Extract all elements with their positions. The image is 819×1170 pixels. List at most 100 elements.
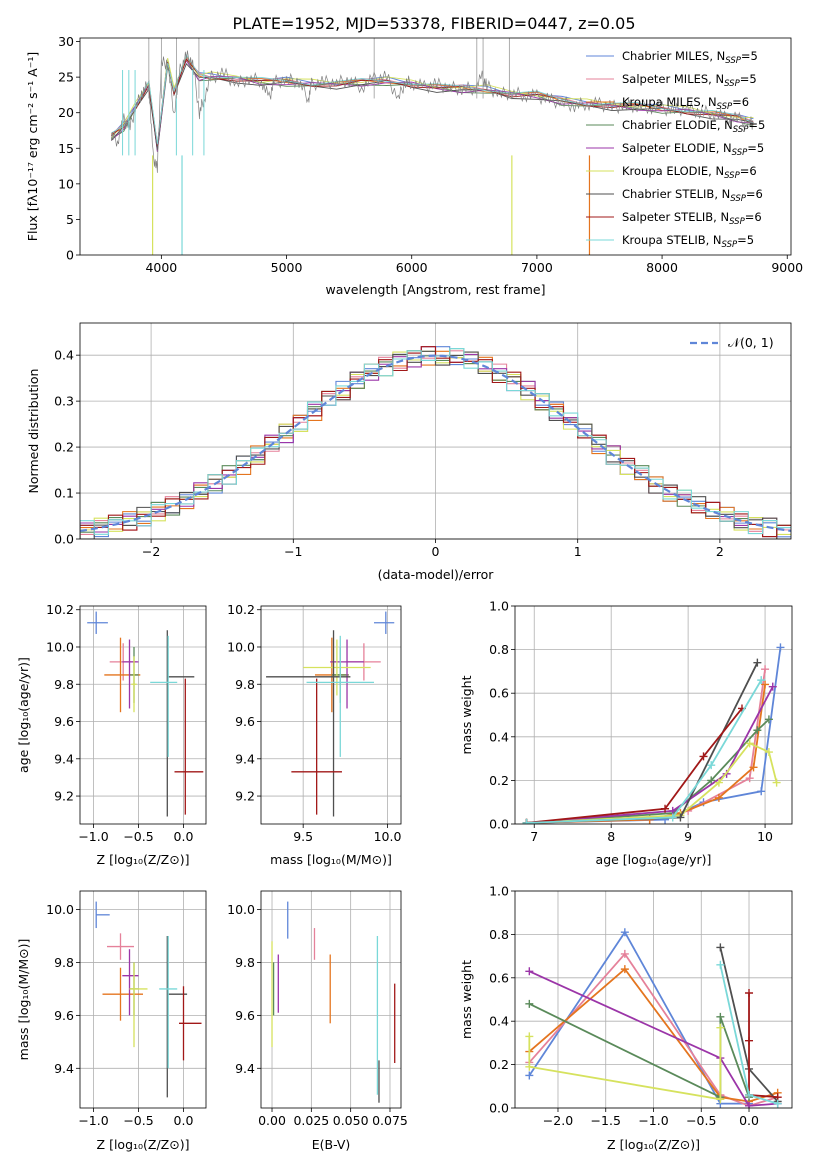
x-tick-label: 2 — [716, 544, 724, 559]
y-tick-label: 10.0 — [46, 639, 74, 654]
y-axis-label: mass weight — [459, 675, 474, 754]
figure-title: PLATE=1952, MJD=53378, FIBERID=0447, z=0… — [232, 14, 635, 33]
y-tick-label: 0.2 — [489, 773, 509, 788]
weight-marker — [745, 1101, 754, 1108]
y-tick-label: 25 — [58, 70, 74, 85]
legend-label: Salpeter ELODIE, NSSP=5 — [622, 141, 764, 158]
legend-label: Kroupa MILES, NSSP=6 — [622, 95, 749, 112]
weight-marker — [699, 752, 708, 761]
x-axis-label: wavelength [Angstrom, rest frame] — [325, 282, 545, 297]
y-tick-label: 9.4 — [54, 1061, 74, 1076]
x-tick-label: 0.025 — [293, 1113, 329, 1128]
panel-age-vs-z: −1.0 −0.5 0.0 9.2 9.4 9.6 9.8 10.0 10.2 Z [log₁₀(… — [16, 602, 207, 867]
panel-weight-vs-z: −2.0 −1.5 −1.0 −0.5 0.0 0.0 0.2 0.4 0.6 0.8 1.0 Z [… — [459, 884, 793, 1152]
axes-frame — [260, 605, 402, 825]
weight-marker — [745, 739, 754, 748]
plot-area — [271, 901, 396, 1103]
legend-label-text: Kroupa STELIB, N — [622, 233, 722, 247]
weight-marker — [661, 804, 670, 813]
y-axis-label: Flux [fλ10⁻¹⁷ erg cm⁻² s⁻¹ A⁻¹] — [25, 52, 40, 241]
x-tick-label: 0.0 — [739, 1113, 759, 1128]
legend-label-sub: SSP — [722, 240, 738, 250]
plot-area — [266, 611, 395, 817]
y-tick-label: 9.6 — [54, 1008, 74, 1023]
y-tick-label: 9.6 — [235, 714, 255, 729]
x-tick-label: 8 — [607, 829, 615, 844]
weight-marker — [761, 680, 770, 689]
x-tick-label: 9.5 — [293, 829, 313, 844]
x-tick-label: −2 — [142, 544, 160, 559]
y-tick-label: 10.0 — [227, 639, 255, 654]
x-axis-label: Z [log₁₀(Z/Z⊙)] — [607, 1137, 700, 1152]
y-tick-label: 0.4 — [489, 729, 509, 744]
legend-label-suffix: =5 — [740, 72, 757, 86]
y-tick-label: 9.4 — [235, 1061, 255, 1076]
weight-marker — [714, 778, 723, 787]
weight-marker — [716, 1095, 725, 1104]
legend-label-text: Kroupa ELODIE, N — [622, 164, 724, 178]
weight-marker — [716, 1023, 725, 1032]
y-tick-label: 10.2 — [227, 602, 255, 617]
legend-label-text: Chabrier STELIB, N — [622, 187, 730, 201]
x-axis-label: (data-model)/error — [378, 567, 495, 582]
y-tick-label: 9.6 — [54, 714, 74, 729]
y-tick-label: 15 — [58, 141, 74, 156]
weight-marker — [525, 1032, 534, 1041]
weight-marker — [772, 778, 781, 787]
x-tick-label: −0.5 — [123, 1113, 153, 1128]
weight-marker — [753, 726, 762, 735]
legend-label: Kroupa STELIB, NSSP=5 — [622, 233, 754, 250]
y-tick-label: 0.6 — [489, 686, 509, 701]
weight-marker — [768, 682, 777, 691]
y-tick-label: 10.0 — [46, 902, 74, 917]
x-axis-label: age [log₁₀(age/yr)] — [596, 852, 712, 867]
x-tick-label: −0.5 — [686, 1113, 716, 1128]
weight-marker — [745, 1036, 754, 1045]
y-tick-label: 0.0 — [54, 532, 74, 547]
plot-area — [525, 928, 782, 1108]
y-tick-label: 0.2 — [54, 440, 74, 455]
y-tick-label: 0.4 — [489, 1014, 509, 1029]
data-spectrum-line — [110, 50, 754, 173]
x-tick-label: 9000 — [771, 260, 803, 275]
panel-mass-vs-z: −1.0 −0.5 0.0 9.4 9.6 9.8 10.0 Z [log₁₀(Z/Z⊙)] m… — [16, 890, 207, 1152]
x-tick-label: 0 — [432, 544, 440, 559]
weight-line — [526, 684, 766, 824]
weight-line — [748, 992, 778, 1099]
weight-marker — [745, 1090, 754, 1099]
x-tick-label: −2.0 — [543, 1113, 573, 1128]
y-axis-label: mass [log₁₀(M/M⊙)] — [16, 939, 31, 1061]
legend-label-sub: SSP — [729, 217, 745, 227]
plot-area — [80, 346, 791, 539]
weight-marker — [773, 1099, 782, 1108]
legend-label-suffix: =5 — [747, 141, 764, 155]
plot-area — [522, 643, 785, 824]
x-tick-label: 0.050 — [333, 1113, 369, 1128]
y-tick-label: 1.0 — [489, 884, 509, 899]
x-tick-label: −1 — [284, 544, 302, 559]
x-axis-label: mass [log₁₀(M/M⊙)] — [270, 852, 392, 867]
y-tick-label: 0.0 — [489, 1101, 509, 1116]
weight-marker — [761, 665, 770, 674]
legend-label-sub: SSP — [725, 56, 741, 66]
legend-label: Salpeter MILES, NSSP=5 — [622, 72, 757, 89]
weight-line — [528, 970, 778, 1107]
weight-marker — [764, 715, 773, 724]
legend-label-sub: SSP — [724, 171, 740, 181]
legend-label-text: Salpeter ELODIE, N — [622, 141, 732, 155]
y-tick-label: 30 — [58, 34, 74, 49]
x-tick-label: 0.0 — [174, 1113, 194, 1128]
y-tick-label: 5 — [66, 212, 74, 227]
y-tick-label: 9.2 — [235, 789, 255, 804]
axes-frame — [79, 605, 207, 825]
weight-marker — [707, 776, 716, 785]
y-tick-label: 9.8 — [54, 677, 74, 692]
panel-residuals: −2 −1 0 1 2 0.0 0.1 0.2 0.3 0.4 (data-model)/error… — [26, 322, 792, 582]
y-axis-label: Normed distribution — [26, 369, 41, 494]
legend-label-suffix: =5 — [737, 233, 754, 247]
weight-marker — [716, 1012, 725, 1021]
weight-marker — [764, 748, 773, 757]
y-tick-label: 10.0 — [227, 902, 255, 917]
x-tick-label: 10.0 — [374, 829, 402, 844]
